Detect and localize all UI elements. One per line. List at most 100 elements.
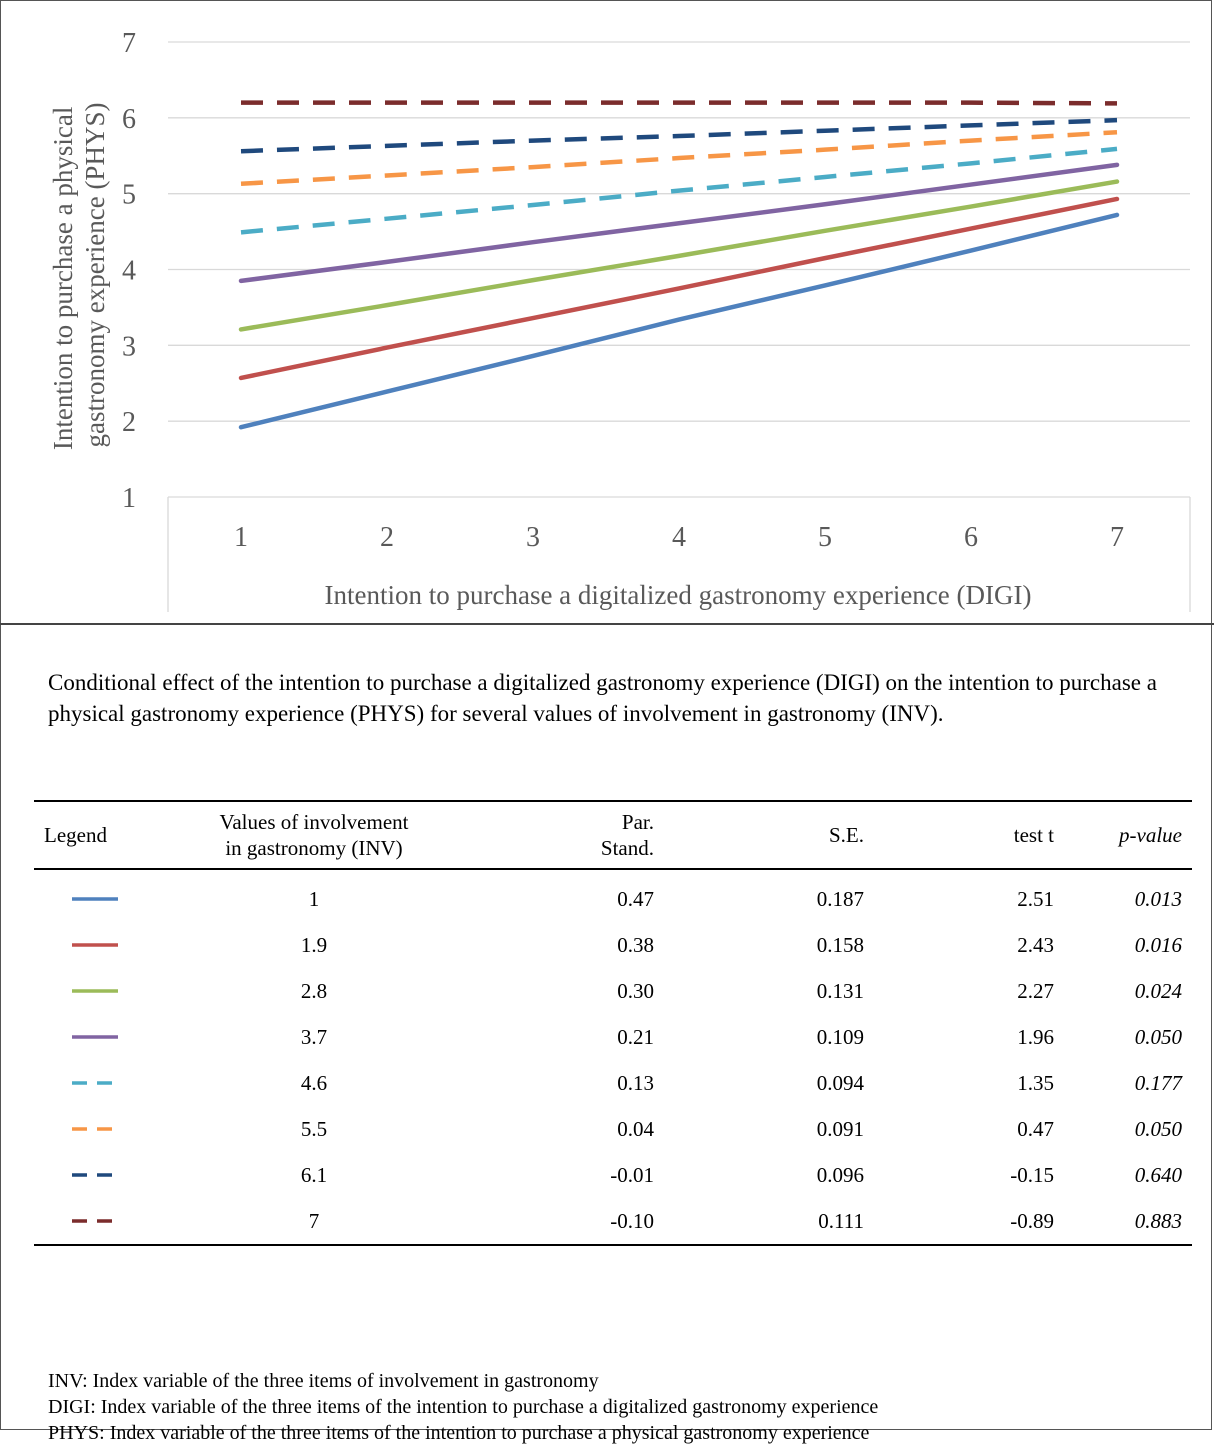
test-t-cell: -0.89 <box>1010 1208 1054 1233</box>
series-line-inv-6.1 <box>240 117 1118 154</box>
table-row: 3.7 0.21 0.109 1.96 0.050 <box>34 1014 1192 1060</box>
abbreviation-notes: INV: Index variable of the three items o… <box>48 1368 878 1446</box>
par-stand-cell: 0.47 <box>617 887 654 911</box>
test-t-cell: 2.51 <box>1017 886 1054 911</box>
y-tick-label: 1 <box>122 483 136 514</box>
p-value-cell: 0.050 <box>1134 1024 1182 1049</box>
inv-value-cell: 5.5 <box>300 1117 328 1141</box>
series-line-inv-7 <box>241 100 1118 106</box>
table-row: 1 0.47 0.187 2.51 0.013 <box>34 869 1192 922</box>
test-t-cell: 0.47 <box>1017 1116 1054 1141</box>
table-body: 1 0.47 0.187 2.51 0.013 1.9 0.38 0.158 2.43 0.016… <box>34 869 1192 1245</box>
legend-cell <box>34 869 174 922</box>
x-tick-label: 1 <box>234 522 248 553</box>
par-stand-cell: 0.13 <box>617 1071 654 1095</box>
se-cell: 0.109 <box>816 1024 864 1049</box>
par-stand-cell: 0.21 <box>617 1025 654 1049</box>
se-cell: 0.091 <box>816 1116 864 1141</box>
line-chart: 1 2 3 4 5 6 7 1 2 3 4 5 6 7 Intention to purchase a p… <box>48 28 1191 612</box>
x-tick-label: 7 <box>1110 522 1124 553</box>
header-se: S.E. <box>828 822 864 847</box>
inv-value-cell: 2.8 <box>300 979 328 1003</box>
note-inv: INV: Index variable of the three items o… <box>48 1370 599 1392</box>
test-t-cell: 2.27 <box>1017 978 1054 1003</box>
par-stand-cell: -0.01 <box>610 1163 654 1187</box>
par-stand-cell: -0.10 <box>610 1209 654 1233</box>
legend-cell <box>34 922 174 968</box>
table-row: 2.8 0.30 0.131 2.27 0.024 <box>34 968 1192 1014</box>
header-p-value: p-value <box>1119 822 1182 847</box>
y-tick-label: 3 <box>122 331 136 362</box>
se-cell: 0.096 <box>816 1162 864 1187</box>
p-value-cell: 0.024 <box>1134 978 1182 1003</box>
chart-axes: 1 2 3 4 5 6 7 1 2 3 4 5 6 7 <box>122 28 1124 553</box>
test-t-cell: 1.35 <box>1017 1070 1054 1095</box>
se-cell: 0.094 <box>816 1070 864 1095</box>
se-cell: 0.158 <box>816 932 864 957</box>
se-cell: 0.111 <box>818 1208 864 1233</box>
series-line-inv-3.7 <box>238 162 1120 284</box>
header-legend: Legend <box>44 822 107 847</box>
inv-value-cell: 3.7 <box>300 1025 328 1049</box>
y-tick-label: 4 <box>122 256 136 287</box>
inv-value-cell: 6.1 <box>300 1163 328 1187</box>
series-line-inv-1 <box>238 212 1120 430</box>
inv-value-cell: 7 <box>308 1209 320 1233</box>
p-value-cell: 0.050 <box>1134 1116 1182 1141</box>
se-cell: 0.131 <box>816 978 864 1003</box>
header-inv-values: Values of involvement in gastronomy (INV… <box>174 801 454 869</box>
table-row: 1.9 0.38 0.158 2.43 0.016 <box>34 922 1192 968</box>
test-t-cell: 1.96 <box>1017 1024 1054 1049</box>
inv-value-cell: 4.6 <box>300 1071 328 1095</box>
header-inv-line-2: in gastronomy (INV) <box>225 836 403 860</box>
x-tick-label: 4 <box>672 522 686 553</box>
legend-swatch <box>72 989 118 993</box>
section-divider <box>0 623 1214 625</box>
par-stand-cell: 0.30 <box>617 979 654 1003</box>
legend-cell <box>34 968 174 1014</box>
y-tick-label: 5 <box>122 180 136 211</box>
p-value-cell: 0.016 <box>1134 932 1182 957</box>
header-inv-line-1: Values of involvement <box>219 810 409 834</box>
p-value-cell: 0.883 <box>1134 1208 1182 1233</box>
legend-swatch <box>72 943 118 947</box>
figure-caption: Conditional effect of the intention to p… <box>48 670 1157 726</box>
legend-cell <box>34 1152 174 1198</box>
table-header-row: Legend Values of involvement in gastrono… <box>34 801 1192 869</box>
legend-cell <box>34 1060 174 1106</box>
inv-value-cell: 1.9 <box>300 933 328 957</box>
par-stand-cell: 0.04 <box>617 1117 654 1141</box>
x-tick-label: 6 <box>964 522 978 553</box>
table-row: 6.1 -0.01 0.096 -0.15 0.640 <box>34 1152 1192 1198</box>
legend-swatch <box>72 1127 118 1131</box>
legend-swatch <box>72 1219 118 1223</box>
x-tick-label: 3 <box>526 522 540 553</box>
table-row: 5.5 0.04 0.091 0.47 0.050 <box>34 1106 1192 1152</box>
legend-swatch <box>72 1035 118 1039</box>
note-phys: PHYS: Index variable of the three items … <box>48 1422 870 1444</box>
inv-value-cell: 1 <box>308 887 320 911</box>
y-axis-title-line-1: Intention to purchase a physical <box>48 107 78 450</box>
legend-swatch <box>72 1081 118 1085</box>
x-tick-label: 2 <box>380 522 394 553</box>
x-axis-title: Intention to purchase a digitalized gast… <box>325 580 1032 610</box>
p-value-cell: 0.013 <box>1134 886 1182 911</box>
series-line-inv-1.9 <box>238 196 1120 381</box>
legend-cell <box>34 1014 174 1060</box>
header-test-t: test t <box>1013 822 1054 847</box>
header-par-line-2: Stand. <box>600 836 654 860</box>
series-line-inv-5.5 <box>240 129 1118 187</box>
header-par-stand: Par. Stand. <box>454 801 664 869</box>
legend-cell <box>34 1198 174 1245</box>
se-cell: 0.187 <box>816 886 864 911</box>
series-line-inv-2.8 <box>238 179 1120 332</box>
legend-cell <box>34 1106 174 1152</box>
par-stand-cell: 0.38 <box>617 933 654 957</box>
legend-swatch <box>72 1173 118 1177</box>
y-axis-title-line-2: gastronomy experience (PHYS) <box>80 103 110 448</box>
conditional-effects-table: Legend Values of involvement in gastrono… <box>34 800 1192 1246</box>
y-tick-label: 2 <box>122 407 136 438</box>
table-row: 7 -0.10 0.111 -0.89 0.883 <box>34 1198 1192 1245</box>
test-t-cell: 2.43 <box>1017 932 1054 957</box>
